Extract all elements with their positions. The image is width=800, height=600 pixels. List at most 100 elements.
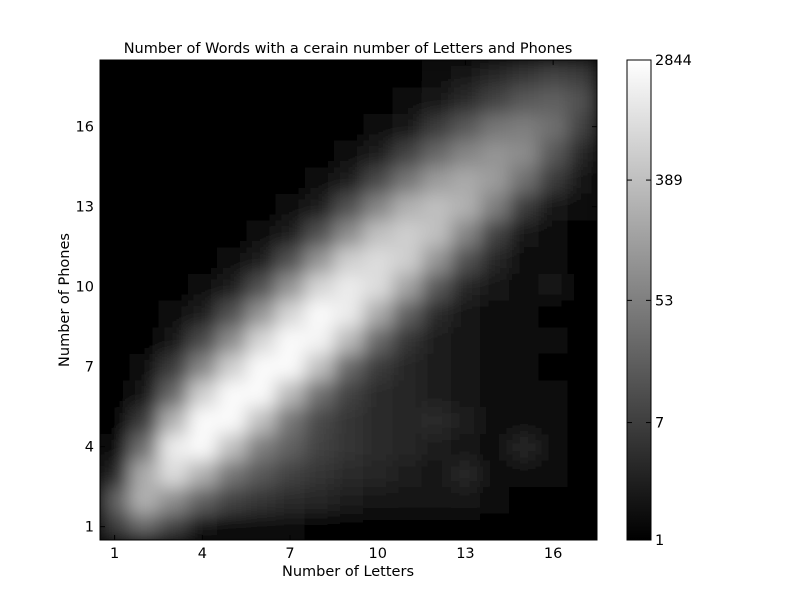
heatmap-cell <box>129 433 159 461</box>
heatmap-cell <box>450 326 481 354</box>
heatmap-cell <box>333 166 364 194</box>
heatmap-cell <box>450 113 481 141</box>
heatmap-cell <box>392 86 423 114</box>
heatmap-cell <box>216 513 247 540</box>
heatmap-cell <box>421 513 452 540</box>
heatmap-cell <box>363 486 393 514</box>
heatmap-cell <box>158 486 189 514</box>
heatmap-cell <box>567 60 597 88</box>
colorbar-tick-label: 389 <box>655 173 683 189</box>
heatmap-cell <box>509 433 540 461</box>
heatmap-cell <box>246 273 276 301</box>
heatmap-cell <box>216 140 247 168</box>
heatmap-cell <box>392 300 423 328</box>
heatmap-cell <box>363 246 393 274</box>
heatmap-cell <box>421 166 452 194</box>
heatmap-cell <box>509 486 540 514</box>
heatmap-cell <box>333 220 364 248</box>
y-tick-label: 1 <box>85 520 94 536</box>
y-tick-label: 10 <box>76 280 94 296</box>
heatmap-cell <box>392 406 423 434</box>
heatmap-cell <box>450 300 481 328</box>
heatmap-cell <box>158 273 189 301</box>
heatmap-cell <box>363 220 393 248</box>
heatmap-cell <box>392 140 423 168</box>
heatmap-cell <box>246 193 276 221</box>
heatmap-cell <box>275 86 306 114</box>
heatmap-cell <box>538 380 569 408</box>
x-tick-label: 7 <box>285 546 294 562</box>
heatmap-cell <box>187 140 218 168</box>
heatmap-cell <box>187 86 218 114</box>
heatmap-cell <box>333 273 364 301</box>
heatmap-cell <box>538 460 569 488</box>
heatmap-cell <box>509 140 540 168</box>
heatmap-cell <box>158 300 189 328</box>
heatmap-cell <box>392 166 423 194</box>
heatmap-cell <box>216 113 247 141</box>
heatmap-cell <box>450 353 481 381</box>
heatmap-cell <box>450 86 481 114</box>
heatmap-cell <box>275 273 306 301</box>
heatmap-cell <box>246 220 276 248</box>
heatmap-cell <box>100 86 130 114</box>
heatmap-cell <box>275 353 306 381</box>
plot-frame <box>99 59 598 541</box>
heatmap-cell <box>538 113 569 141</box>
heatmap-cell <box>129 140 159 168</box>
heatmap-cell <box>246 246 276 274</box>
heatmap-cell <box>158 246 189 274</box>
heatmap-cell <box>480 273 510 301</box>
heatmap-cell <box>216 246 247 274</box>
heatmap-cell <box>450 166 481 194</box>
heatmap-cell <box>567 220 597 248</box>
heatmap-cell <box>392 486 423 514</box>
heatmap-cell <box>509 406 540 434</box>
heatmap-cell <box>480 460 510 488</box>
heatmap-cell <box>480 433 510 461</box>
heatmap-cell <box>333 300 364 328</box>
heatmap-cell <box>538 486 569 514</box>
heatmap-cell <box>275 166 306 194</box>
heatmap-cell <box>275 326 306 354</box>
heatmap-cell <box>304 353 335 381</box>
heatmap-cell <box>538 220 569 248</box>
heatmap-cell <box>158 113 189 141</box>
heatmap-cell <box>129 326 159 354</box>
heatmap-cell <box>246 300 276 328</box>
heatmap-cell <box>246 460 276 488</box>
heatmap-cell <box>480 246 510 274</box>
heatmap-cell <box>304 460 335 488</box>
heatmap-cell <box>363 460 393 488</box>
heatmap-cell <box>509 113 540 141</box>
heatmap-cell <box>129 86 159 114</box>
heatmap-cell <box>421 86 452 114</box>
heatmap-cell <box>304 433 335 461</box>
heatmap-cell <box>421 486 452 514</box>
heatmap-cell <box>100 326 130 354</box>
heatmap-cell <box>538 406 569 434</box>
heatmap-cell <box>304 193 335 221</box>
heatmap-cell <box>480 166 510 194</box>
heatmap-cell <box>304 246 335 274</box>
y-axis-label: Number of Phones <box>57 233 73 367</box>
colorbar-ticks: 2844 389 53 7 1 <box>627 53 692 549</box>
heatmap-cell <box>509 380 540 408</box>
heatmap-cell <box>421 353 452 381</box>
heatmap-cell <box>421 406 452 434</box>
heatmap-cell <box>100 460 130 488</box>
heatmap-cell <box>158 60 189 88</box>
heatmap-cell <box>480 380 510 408</box>
x-tick-label: 10 <box>369 546 387 562</box>
heatmap-cell <box>129 406 159 434</box>
heatmap-cell <box>392 380 423 408</box>
heatmap-cell <box>333 513 364 540</box>
heatmap-cell <box>392 273 423 301</box>
heatmap-cell <box>509 220 540 248</box>
heatmap-cell <box>100 406 130 434</box>
heatmap-cell <box>275 486 306 514</box>
heatmap-cell <box>392 353 423 381</box>
heatmap-cell <box>304 326 335 354</box>
heatmap-cell <box>304 220 335 248</box>
heatmap-cell <box>538 353 569 381</box>
